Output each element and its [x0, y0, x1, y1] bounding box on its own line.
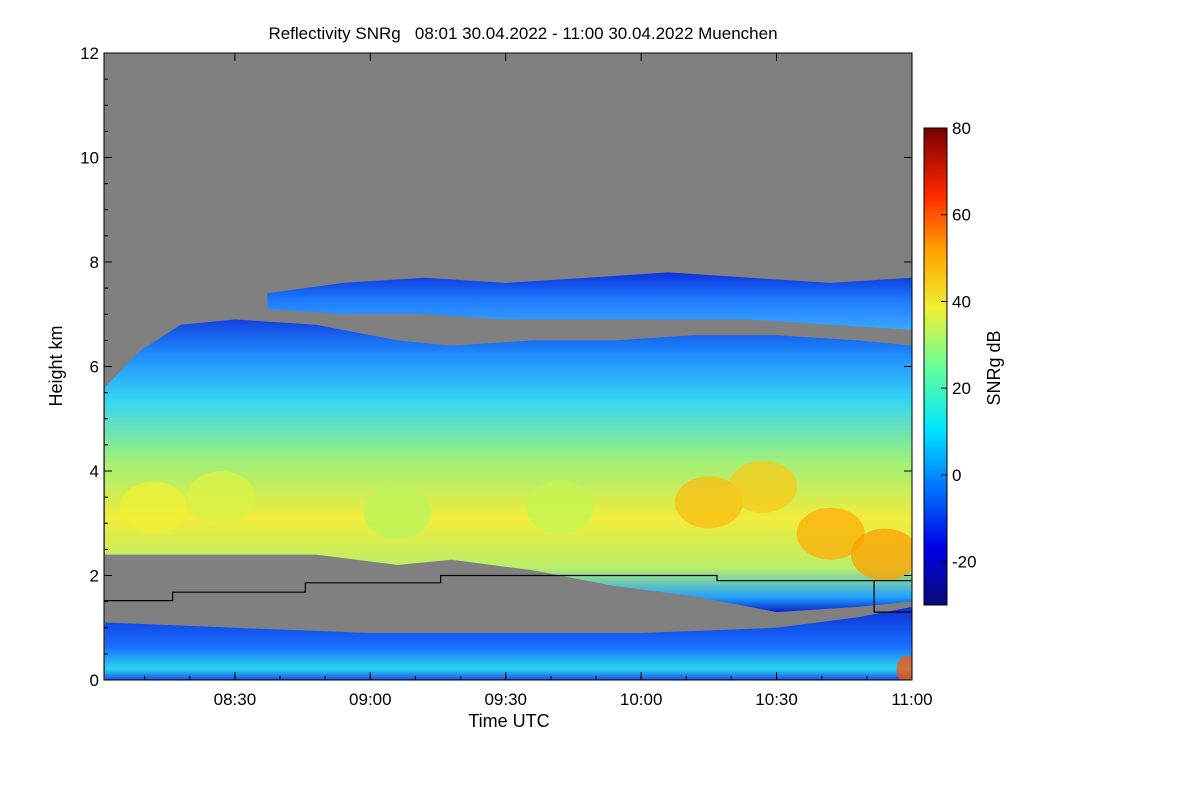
- echo-core: [674, 476, 743, 529]
- x-tick-label: 09:00: [349, 690, 392, 709]
- x-tick-label: 11:00: [891, 690, 932, 709]
- colorbar-tick-label: 0: [952, 466, 961, 485]
- x-axis-label: Time UTC: [468, 711, 549, 731]
- y-tick-label: 10: [80, 149, 99, 168]
- echo-core: [896, 655, 912, 680]
- colorbar-tick-label: 40: [952, 292, 971, 311]
- height-line-group: [104, 574, 912, 613]
- y-tick-label: 0: [90, 671, 99, 690]
- y-tick-label: 8: [90, 253, 99, 272]
- y-axis-label: Height km: [46, 325, 66, 406]
- colorbar-tick-label: 80: [952, 119, 971, 138]
- cloud-base-step-line-secondary: [873, 580, 912, 613]
- echo-core: [729, 460, 797, 513]
- echo-layers: [104, 272, 912, 680]
- x-tick-label: 08:30: [214, 690, 257, 709]
- x-axis: 08:30 09:00 09:30 10:00 10:30 11:00: [144, 53, 933, 709]
- colorbar-tick-label: 20: [952, 379, 971, 398]
- echo-core: [363, 486, 432, 539]
- y-axis: 0 2 4 6 8 10 12: [80, 44, 912, 690]
- colorbar: -20 0 20 40 60 80 SNRg dB: [923, 119, 1004, 606]
- echo-core: [525, 481, 594, 534]
- colorbar-tick-label: 60: [952, 206, 971, 225]
- echo-core: [187, 471, 256, 524]
- y-tick-label: 12: [80, 44, 99, 63]
- x-tick-label: 10:30: [755, 690, 798, 709]
- main-precipitation-layer: [104, 319, 912, 613]
- colorbar-ticks: -20 0 20 40 60 80: [941, 119, 977, 572]
- cloud-base-step-line: [104, 574, 912, 602]
- x-tick-label: 09:30: [484, 690, 527, 709]
- y-tick-label: 6: [90, 358, 99, 377]
- colorbar-label: SNRg dB: [984, 330, 1004, 405]
- echo-core: [119, 481, 188, 534]
- echo-core: [850, 528, 912, 581]
- upper-cloud-layer: [267, 272, 912, 330]
- x-tick-label: 10:00: [620, 690, 663, 709]
- chart-title: Reflectivity SNRg 08:01 30.04.2022 - 11:…: [268, 24, 777, 43]
- colorbar-bar: [923, 127, 948, 606]
- echo-core: [796, 507, 865, 560]
- y-tick-label: 4: [90, 462, 99, 481]
- y-tick-label: 2: [90, 567, 99, 586]
- boundary-layer-clutter: [104, 606, 912, 680]
- plot-area: [103, 52, 913, 681]
- echo-cores: [119, 460, 912, 680]
- colorbar-tick-label: -20: [952, 553, 977, 572]
